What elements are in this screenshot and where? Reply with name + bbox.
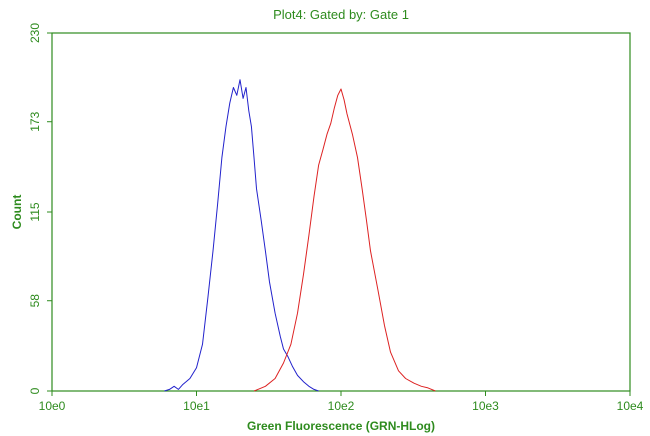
- x-tick-label: 10e1: [183, 399, 210, 413]
- x-axis-ticks: 10e0 10e1 10e2 10e3 10e4: [39, 391, 644, 413]
- y-tick-label: 173: [28, 111, 42, 131]
- y-tick-label: 0: [28, 387, 42, 394]
- x-tick-label: 10e0: [39, 399, 66, 413]
- x-tick-label: 10e3: [472, 399, 499, 413]
- chart-title: Plot4: Gated by: Gate 1: [273, 7, 409, 22]
- series-line-2: [253, 88, 436, 392]
- y-tick-label: 58: [28, 294, 42, 308]
- y-axis-ticks: 0 58 115 173 230: [28, 23, 52, 394]
- x-tick-label: 10e4: [617, 399, 644, 413]
- x-tick-label: 10e2: [328, 399, 355, 413]
- y-axis-label: Count: [10, 195, 24, 230]
- y-tick-label: 115: [28, 202, 42, 221]
- y-tick-label: 230: [28, 23, 42, 43]
- series-layer: [164, 79, 436, 392]
- series-line-1: [164, 79, 319, 392]
- plot-frame: [51, 32, 631, 392]
- x-axis-label: Green Fluorescence (GRN-HLog): [247, 419, 435, 433]
